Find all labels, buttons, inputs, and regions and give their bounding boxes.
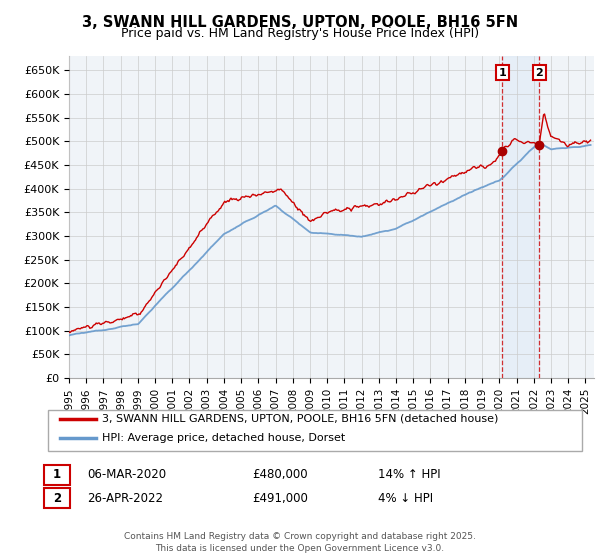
Text: HPI: Average price, detached house, Dorset: HPI: Average price, detached house, Dors… (102, 433, 345, 444)
Text: Price paid vs. HM Land Registry's House Price Index (HPI): Price paid vs. HM Land Registry's House … (121, 27, 479, 40)
Text: 4% ↓ HPI: 4% ↓ HPI (378, 492, 433, 505)
Text: 26-APR-2022: 26-APR-2022 (87, 492, 163, 505)
Text: 1: 1 (499, 68, 506, 78)
Text: 2: 2 (53, 492, 61, 505)
Text: 3, SWANN HILL GARDENS, UPTON, POOLE, BH16 5FN: 3, SWANN HILL GARDENS, UPTON, POOLE, BH1… (82, 15, 518, 30)
Text: 14% ↑ HPI: 14% ↑ HPI (378, 468, 440, 482)
Text: 1: 1 (53, 468, 61, 482)
Text: £491,000: £491,000 (252, 492, 308, 505)
Text: Contains HM Land Registry data © Crown copyright and database right 2025.
This d: Contains HM Land Registry data © Crown c… (124, 533, 476, 553)
Text: 2: 2 (535, 68, 543, 78)
Text: £480,000: £480,000 (252, 468, 308, 482)
Text: 3, SWANN HILL GARDENS, UPTON, POOLE, BH16 5FN (detached house): 3, SWANN HILL GARDENS, UPTON, POOLE, BH1… (102, 414, 499, 424)
Bar (502, 56, 539, 378)
Text: 06-MAR-2020: 06-MAR-2020 (87, 468, 166, 482)
